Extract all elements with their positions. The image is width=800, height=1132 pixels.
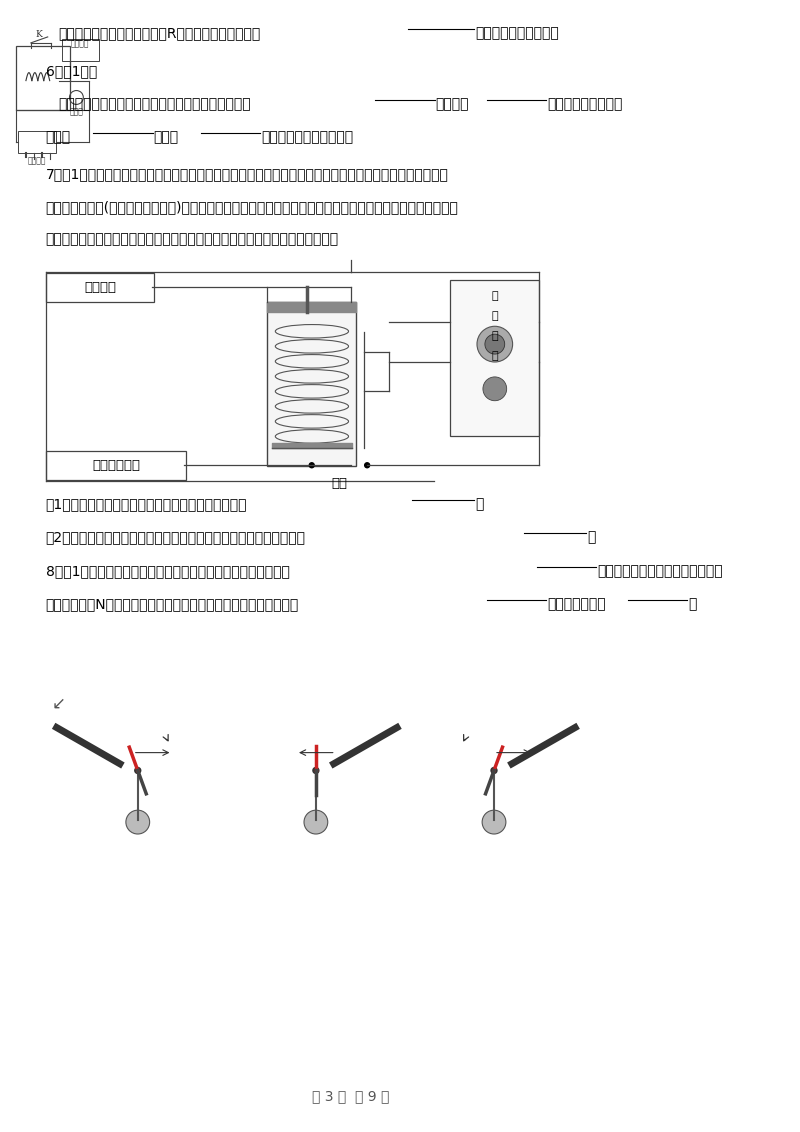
Circle shape [134, 767, 141, 773]
Circle shape [477, 326, 513, 362]
Text: 高压电源: 高压电源 [71, 38, 90, 48]
Circle shape [485, 334, 505, 354]
Text: 系: 系 [491, 332, 498, 341]
Text: （1）当绿灯亮时，摄像系统能否工作？理由是？答：: （1）当绿灯亮时，摄像系统能否工作？理由是？答： [46, 497, 247, 512]
Text: 统: 统 [491, 351, 498, 361]
Text: 电源: 电源 [331, 478, 347, 490]
Bar [18, 131, 56, 153]
Text: 。: 。 [475, 497, 483, 512]
Text: 控制: 控制 [46, 130, 71, 144]
Circle shape [365, 463, 370, 468]
Text: 。: 。 [688, 597, 696, 611]
Text: 感应电源产生足够大的感应电压。摄像系统在电路接通时可自动拍摄违规车辆。: 感应电源产生足够大的感应电压。摄像系统在电路接通时可自动拍摄违规车辆。 [46, 232, 339, 247]
Text: 通，此时当汽车(相当于一个大铁块)通过停止线附近区域的埋地感应线圈时，感应线圈磁场就发生很大变化，使: 通，此时当汽车(相当于一个大铁块)通过停止线附近区域的埋地感应线圈时，感应线圈磁… [46, 199, 458, 214]
Circle shape [310, 463, 314, 468]
Text: （上升、下降）运动。: （上升、下降）运动。 [475, 26, 559, 40]
Circle shape [483, 377, 506, 401]
Bar [267, 302, 357, 465]
Text: 航标灯: 航标灯 [70, 108, 83, 117]
Text: 电磁继电器：是一个由电磁铁控制的自动开关：用: 电磁继电器：是一个由电磁铁控制的自动开关：用 [58, 97, 251, 111]
Circle shape [304, 811, 328, 834]
Circle shape [482, 811, 506, 834]
Text: 靠近小磁针的N极时，看到如图所示的现象，这表明：同名磁极互相: 靠近小磁针的N极时，看到如图所示的现象，这表明：同名磁极互相 [46, 597, 299, 611]
Text: 埋地感应电源: 埋地感应电源 [92, 458, 140, 472]
Circle shape [126, 811, 150, 834]
Text: 。: 。 [587, 530, 595, 544]
Text: 摄: 摄 [491, 292, 498, 301]
Text: 电压和: 电压和 [154, 130, 178, 144]
Text: 电压和: 电压和 [436, 97, 469, 111]
Text: 7．（1分）如图是某种拍摄机动车闯红灯装置的工作原理示意图。当红灯亮时，控制电路中的自动开关才接: 7．（1分）如图是某种拍摄机动车闯红灯装置的工作原理示意图。当红灯亮时，控制电路… [46, 166, 449, 181]
Circle shape [491, 767, 497, 773]
Bar [450, 280, 539, 436]
Text: N: N [45, 711, 53, 721]
Text: N: N [401, 711, 409, 721]
Text: 8．（1分）每个磁铁都有两个磁极，当自由静止时指南的一端叫: 8．（1分）每个磁铁都有两个磁极，当自由静止时指南的一端叫 [46, 564, 290, 578]
Text: N: N [580, 711, 588, 721]
Circle shape [313, 767, 319, 773]
Text: （2）埋地感应电源正负极变化是否影响摄像系统工作？为什么？答：: （2）埋地感应电源正负极变化是否影响摄像系统工作？为什么？答： [46, 530, 306, 544]
Text: 电流电路的通断。: 电流电路的通断。 [262, 130, 354, 144]
Text: 自动开关: 自动开关 [84, 281, 116, 293]
Text: ，异名磁极互相: ，异名磁极互相 [547, 597, 606, 611]
Text: 。当用一个条形磁体的两极分别去: 。当用一个条形磁体的两极分别去 [597, 564, 722, 578]
Text: 低压电源: 低压电源 [27, 156, 46, 165]
Text: 像: 像 [491, 311, 498, 321]
Text: 电流电路的通断，来: 电流电路的通断，来 [547, 97, 623, 111]
Text: 第 3 页  共 9 页: 第 3 页 共 9 页 [312, 1089, 390, 1103]
Bar [62, 38, 99, 61]
Text: 这样在太阳西沉时，光敏电阻R电阻变得很大，衔铁会: 这样在太阳西沉时，光敏电阻R电阻变得很大，衔铁会 [58, 26, 261, 40]
Text: ↙: ↙ [52, 695, 66, 713]
Text: 6．（1分）: 6．（1分） [46, 63, 97, 78]
Text: K: K [35, 29, 42, 38]
Bar [16, 46, 70, 111]
